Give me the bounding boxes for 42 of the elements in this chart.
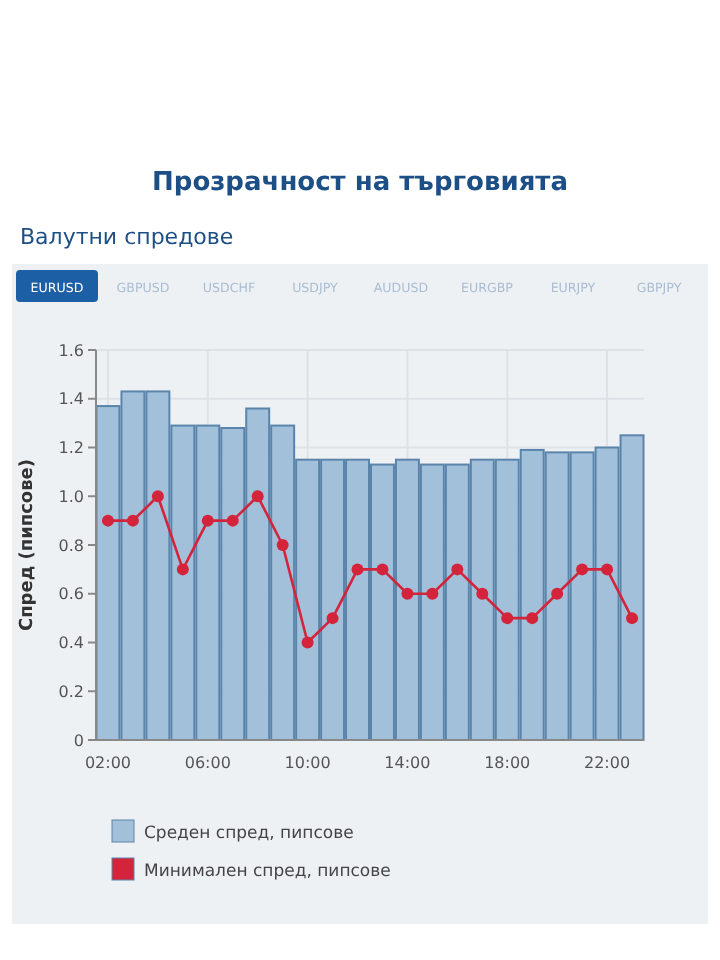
y-tick-label: 1.4	[58, 390, 84, 409]
point	[501, 612, 514, 625]
x-tick-label: 22:00	[584, 754, 631, 772]
point	[551, 587, 564, 600]
point	[626, 612, 639, 625]
y-tick-label: 0.4	[58, 634, 84, 653]
point	[176, 563, 189, 576]
point	[576, 563, 589, 576]
x-tick-label: 10:00	[284, 754, 331, 772]
y-tick-label: 1.2	[58, 439, 84, 458]
chart-title: Прозрачност на търговията	[152, 168, 568, 198]
point	[101, 514, 114, 527]
y-tick-label: 1.0	[58, 487, 84, 506]
point	[526, 612, 539, 625]
x-tick-label: 18:00	[484, 754, 531, 772]
point	[226, 514, 239, 527]
point	[276, 539, 289, 551]
chart-subtitle: Валутни спредове	[20, 224, 234, 250]
point	[126, 514, 139, 527]
point	[351, 563, 364, 576]
point	[451, 563, 464, 576]
y-axis-title: Спред (пипсове)	[18, 458, 38, 632]
legend-label: Минимален спред, пипсове	[144, 862, 391, 882]
legend-label: Среден спред, пипсове	[144, 824, 354, 844]
point	[401, 587, 414, 600]
point	[426, 587, 439, 600]
y-tick-label: 0	[73, 731, 84, 750]
y-tick-label: 0.2	[58, 682, 84, 701]
x-tick-label: 06:00	[184, 754, 231, 772]
point	[201, 514, 214, 527]
point	[151, 490, 164, 503]
x-tick-label: 02:00	[84, 754, 132, 772]
point	[251, 490, 264, 503]
y-tick-label: 0.6	[58, 585, 84, 604]
point	[601, 563, 614, 576]
point	[301, 636, 314, 649]
point	[326, 612, 339, 625]
point	[476, 587, 489, 600]
point	[376, 563, 389, 576]
y-tick-label: 0.8	[58, 536, 84, 555]
x-tick-label: 14:00	[384, 754, 431, 772]
y-tick-label: 1.6	[58, 341, 84, 360]
